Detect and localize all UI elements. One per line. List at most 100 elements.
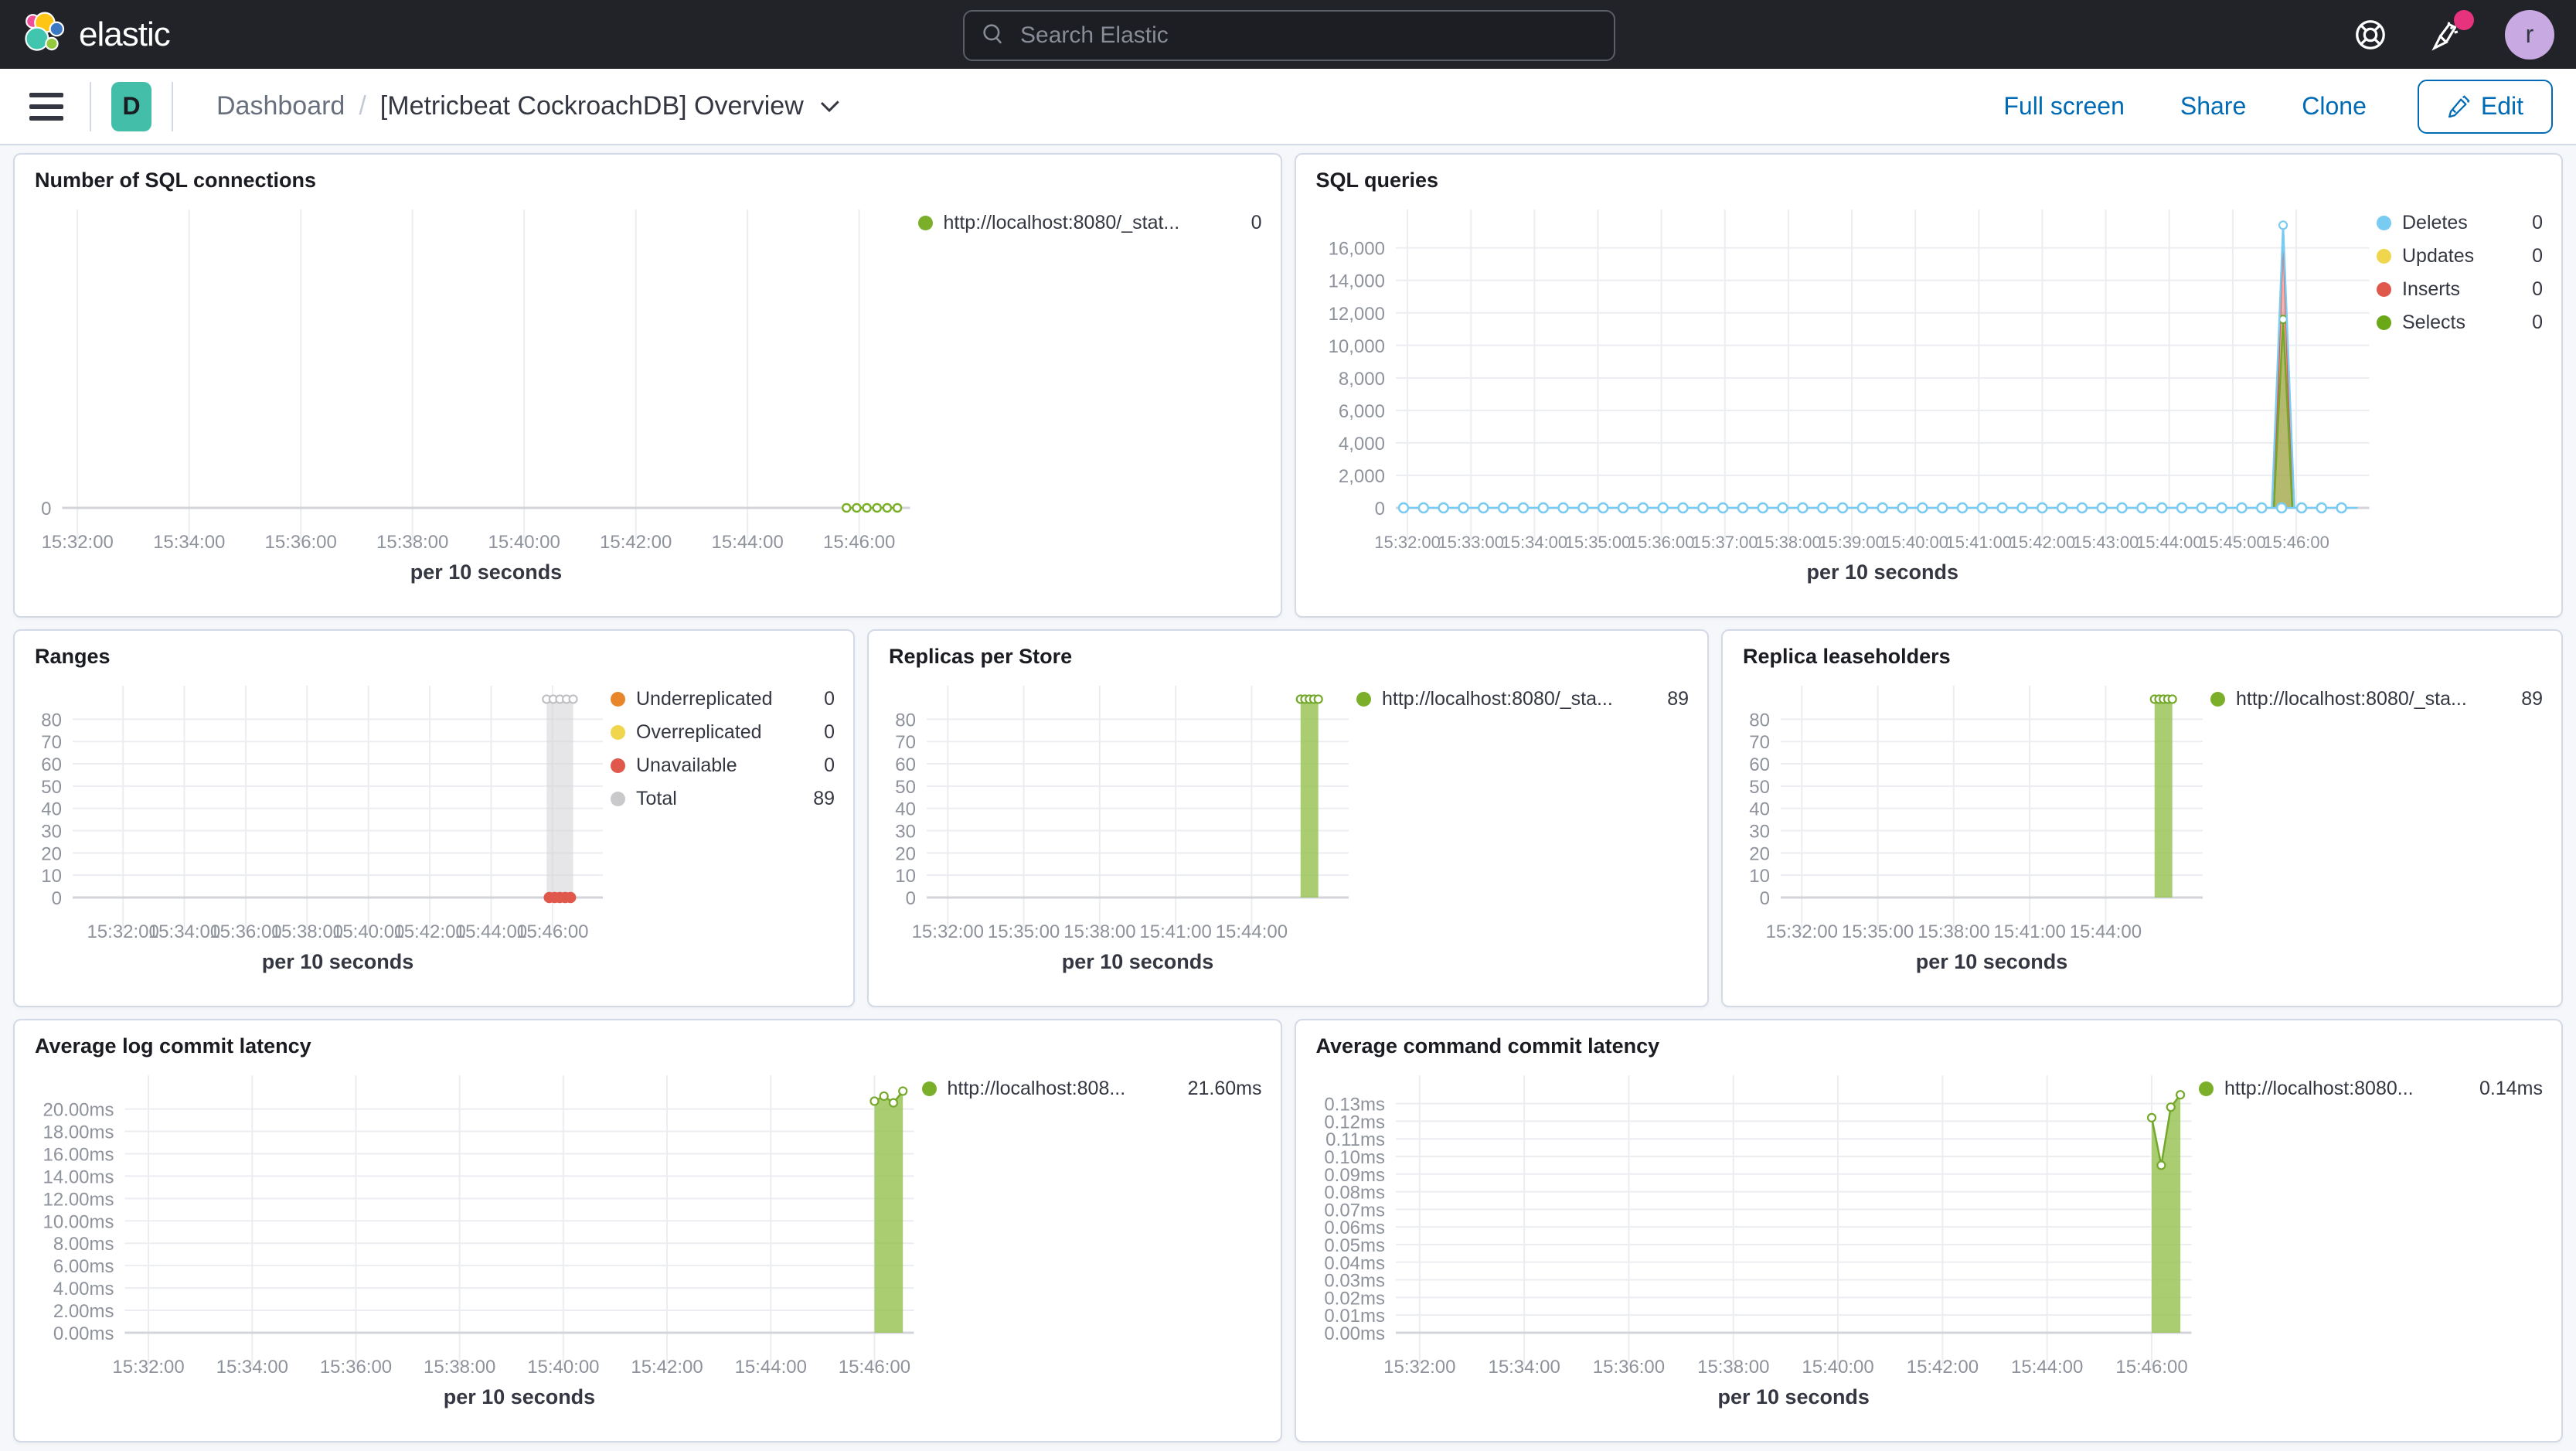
svg-text:15:42:00: 15:42:00: [631, 1357, 703, 1378]
legend-item[interactable]: Underreplicated 0: [611, 683, 835, 716]
chevron-down-icon[interactable]: [818, 95, 841, 118]
panel-replicas-per-store: Replicas per Store 15:32:00 15:35:00 15:38:…: [867, 629, 1709, 1007]
replicas-per-store-chart[interactable]: 15:32:00 15:35:00 15:38:00 15:41:00 15:44:00…: [887, 670, 1356, 998]
legend: http://localhost:8080... 0.14ms: [2199, 1060, 2543, 1433]
svg-text:20.00ms: 20.00ms: [43, 1100, 114, 1121]
legend-dot: [2377, 282, 2391, 297]
legend-value: 0.14ms: [2479, 1078, 2543, 1099]
clone-button[interactable]: Clone: [2297, 91, 2371, 121]
divider: [90, 81, 91, 131]
svg-text:15:38:00: 15:38:00: [376, 532, 448, 553]
svg-text:15:34:00: 15:34:00: [148, 921, 220, 942]
panel-sql-queries: SQL queries 15:32:00 15:33:00 15:34:00 15:35…: [1294, 153, 2563, 618]
page-title: [Metricbeat CockroachDB] Overview: [379, 91, 804, 121]
svg-text:4,000: 4,000: [1338, 434, 1384, 455]
sql-connections-chart[interactable]: 15:32:00 15:34:00 15:36:00 15:38:00 15:40:00…: [33, 194, 918, 608]
share-button[interactable]: Share: [2176, 91, 2251, 121]
legend-label: http://localhost:8080/_sta...: [2236, 688, 2467, 710]
svg-text:per 10 seconds: per 10 seconds: [262, 950, 414, 973]
legend-item[interactable]: Inserts 0: [2377, 273, 2543, 306]
legend-value: 0: [2532, 245, 2543, 267]
svg-text:15:36:00: 15:36:00: [1628, 533, 1694, 552]
legend-item[interactable]: http://localhost:8080/_stat... 0: [917, 206, 1262, 240]
legend-label: Inserts: [2402, 278, 2461, 300]
legend-item[interactable]: http://localhost:8080/_sta... 89: [2210, 683, 2543, 716]
svg-text:10,000: 10,000: [1328, 336, 1384, 357]
svg-text:15:42:00: 15:42:00: [600, 532, 672, 553]
dashboard-row: Average log commit latency 15:32:00 15:34:…: [13, 1019, 2563, 1442]
avg-command-commit-latency-chart[interactable]: 15:32:00 15:34:00 15:36:00 15:38:00 15:40:00…: [1315, 1060, 2200, 1433]
svg-text:20: 20: [1749, 843, 1770, 864]
global-search[interactable]: [963, 10, 1615, 61]
legend: http://localhost:8080/_stat... 0: [917, 194, 1262, 608]
svg-text:15:44:00: 15:44:00: [1216, 921, 1288, 942]
svg-text:15:36:00: 15:36:00: [265, 532, 337, 553]
panel-title: Replicas per Store: [889, 645, 1073, 668]
dashboard-top-nav: D Dashboard / [Metricbeat CockroachDB] O…: [0, 69, 2576, 145]
avg-log-commit-latency-chart[interactable]: 15:32:00 15:34:00 15:36:00 15:38:00 15:40:00…: [33, 1060, 922, 1433]
edit-button[interactable]: Edit: [2417, 79, 2553, 134]
svg-text:15:38:00: 15:38:00: [1918, 921, 1989, 942]
legend-label: http://localhost:808...: [947, 1078, 1126, 1099]
svg-text:15:43:00: 15:43:00: [2072, 533, 2139, 552]
news-feed-icon[interactable]: [2428, 9, 2474, 55]
legend-dot: [2199, 1081, 2214, 1096]
svg-text:70: 70: [41, 732, 62, 753]
legend-value: 0: [2532, 278, 2543, 300]
legend-dot: [1356, 692, 1371, 707]
svg-text:0: 0: [1374, 499, 1384, 519]
svg-text:15:38:00: 15:38:00: [1063, 921, 1135, 942]
svg-text:80: 80: [41, 710, 62, 731]
legend-item[interactable]: Overreplicated 0: [611, 716, 835, 749]
legend-label: Updates: [2402, 245, 2475, 267]
legend-dot: [917, 216, 933, 230]
full-screen-button[interactable]: Full screen: [1999, 91, 2129, 121]
legend-item[interactable]: Selects 0: [2377, 306, 2543, 339]
legend-item[interactable]: Updates 0: [2377, 240, 2543, 273]
ranges-chart[interactable]: 15:32:0015:34:0015:36:0015:38:0015:40:00…: [33, 670, 611, 998]
legend-item[interactable]: Deletes 0: [2377, 206, 2543, 240]
legend-item[interactable]: http://localhost:8080... 0.14ms: [2199, 1072, 2543, 1105]
svg-text:0.06ms: 0.06ms: [1324, 1218, 1385, 1238]
legend-item[interactable]: Total 89: [611, 782, 835, 816]
svg-text:15:35:00: 15:35:00: [988, 921, 1060, 942]
svg-text:0.05ms: 0.05ms: [1324, 1235, 1385, 1256]
svg-text:0: 0: [41, 499, 51, 519]
legend-item[interactable]: Unavailable 0: [611, 749, 835, 782]
svg-text:per 10 seconds: per 10 seconds: [1916, 950, 2068, 973]
svg-text:20: 20: [895, 843, 916, 864]
panel-title: Replica leaseholders: [1743, 645, 1951, 668]
svg-text:16.00ms: 16.00ms: [43, 1144, 114, 1165]
svg-text:15:34:00: 15:34:00: [216, 1357, 288, 1378]
svg-text:40: 40: [41, 799, 62, 820]
svg-text:per 10 seconds: per 10 seconds: [410, 560, 562, 584]
svg-text:0.02ms: 0.02ms: [1324, 1288, 1385, 1309]
svg-text:15:41:00: 15:41:00: [1139, 921, 1211, 942]
svg-text:12,000: 12,000: [1328, 304, 1384, 325]
svg-text:15:36:00: 15:36:00: [1592, 1357, 1664, 1378]
space-badge[interactable]: D: [111, 81, 151, 131]
panel-sql-connections: Number of SQL connections 15:32:00 15:34:0…: [13, 153, 1282, 618]
help-icon[interactable]: [2350, 15, 2391, 55]
replica-leaseholders-chart[interactable]: 15:32:00 15:35:00 15:38:00 15:41:00 15:44:00…: [1741, 670, 2210, 998]
user-avatar[interactable]: r: [2505, 9, 2554, 60]
legend-value: 0: [824, 721, 835, 743]
panel-title: Average command commit latency: [1315, 1034, 1660, 1058]
svg-text:15:46:00: 15:46:00: [839, 1357, 910, 1378]
svg-text:15:32:00: 15:32:00: [1374, 533, 1441, 552]
hamburger-menu-icon[interactable]: [23, 87, 70, 127]
breadcrumb-dashboard-link[interactable]: Dashboard: [216, 91, 345, 121]
search-input[interactable]: [1019, 22, 1598, 49]
legend-item[interactable]: http://localhost:808... 21.60ms: [921, 1072, 1262, 1105]
legend-value: 89: [2521, 688, 2543, 710]
dashboard-grid: Number of SQL connections 15:32:00 15:34:0…: [0, 145, 2576, 1451]
legend-item[interactable]: http://localhost:8080/_sta... 89: [1356, 683, 1689, 716]
svg-text:15:44:00: 15:44:00: [2135, 533, 2202, 552]
legend-label: http://localhost:8080/_stat...: [943, 212, 1180, 233]
elastic-brand[interactable]: elastic: [22, 10, 171, 59]
svg-text:6.00ms: 6.00ms: [53, 1256, 114, 1277]
legend-label: Total: [636, 788, 677, 809]
svg-text:15:36:00: 15:36:00: [320, 1357, 392, 1378]
svg-text:60: 60: [1749, 754, 1770, 775]
sql-queries-chart[interactable]: 15:32:0015:33:0015:34:0015:35:0015:36:00…: [1315, 194, 2377, 608]
